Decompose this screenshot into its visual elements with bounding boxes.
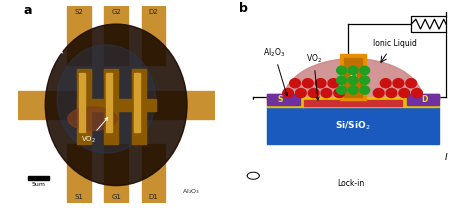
Bar [267,107,439,144]
Text: a: a [24,4,32,17]
Circle shape [308,89,319,98]
Bar [79,73,85,132]
Bar [142,144,165,203]
Bar [267,94,300,105]
Bar [267,97,439,107]
Circle shape [334,89,345,98]
Bar [237,100,474,203]
Bar [77,134,91,144]
Bar [67,144,91,203]
Ellipse shape [283,59,423,141]
Text: VO$_2$: VO$_2$ [306,53,322,100]
Circle shape [360,66,370,74]
Circle shape [360,86,370,94]
Text: S: S [277,95,283,104]
Ellipse shape [68,107,117,131]
Circle shape [328,79,339,88]
Bar [106,73,112,132]
Bar [67,6,91,65]
Circle shape [295,89,306,98]
Circle shape [380,79,391,88]
FancyBboxPatch shape [318,175,384,192]
Circle shape [348,76,358,84]
Bar [132,69,146,79]
Bar [304,100,402,106]
Bar [77,71,91,134]
Bar [407,94,439,105]
Text: G1: G1 [111,194,121,200]
Circle shape [433,145,459,167]
Circle shape [399,89,410,98]
Bar [267,97,439,107]
Text: b: b [239,2,248,15]
Circle shape [244,168,263,184]
Circle shape [283,89,293,98]
Bar [77,99,155,111]
Text: S: S [277,95,283,104]
Circle shape [315,79,326,88]
Bar [344,58,363,97]
Text: 5um: 5um [31,182,46,187]
Circle shape [337,66,346,74]
Circle shape [321,89,332,98]
Bar [104,134,118,144]
Bar [132,71,146,134]
Text: D2: D2 [149,9,158,15]
Text: $I$: $I$ [444,150,448,162]
Text: Si/SiO$_2$: Si/SiO$_2$ [335,119,371,132]
Circle shape [374,89,384,98]
Text: G2: G2 [111,9,121,15]
Circle shape [386,89,397,98]
Bar [142,6,165,65]
Bar [304,100,402,106]
Text: D: D [421,95,427,104]
Bar [18,91,87,119]
Bar [104,144,128,203]
Bar [407,94,439,105]
Bar [104,71,118,134]
Circle shape [393,79,404,88]
Text: Al$_2$O$_3$: Al$_2$O$_3$ [263,47,288,96]
Bar [132,134,146,144]
Bar [267,107,439,144]
Bar [104,6,128,65]
Circle shape [302,79,313,88]
Text: Al$_2$O$_3$: Al$_2$O$_3$ [182,187,200,196]
Text: S1: S1 [74,194,83,200]
Circle shape [411,89,422,98]
Circle shape [337,76,346,84]
Bar [77,69,91,79]
Text: D: D [421,95,427,104]
Bar [340,54,366,100]
Circle shape [406,79,417,88]
Circle shape [348,66,358,74]
Circle shape [348,86,358,94]
Bar [146,91,215,119]
Text: D1: D1 [149,194,158,200]
Bar [267,94,300,105]
Text: G: G [349,73,357,82]
Text: Ionic Liquid: Ionic Liquid [373,39,417,48]
Text: VO$_2$: VO$_2$ [81,118,108,145]
Text: Lock-in: Lock-in [337,179,365,188]
Ellipse shape [57,45,155,153]
Text: S2: S2 [74,9,83,15]
Text: Ionic
liquid: Ionic liquid [29,34,49,47]
Circle shape [290,79,301,88]
Circle shape [360,76,370,84]
Text: Si/SiO$_2$: Si/SiO$_2$ [335,119,371,132]
FancyBboxPatch shape [411,16,446,32]
Bar [134,73,140,132]
Bar [104,69,118,79]
Bar [27,176,49,180]
Circle shape [337,86,346,94]
Ellipse shape [45,24,187,186]
